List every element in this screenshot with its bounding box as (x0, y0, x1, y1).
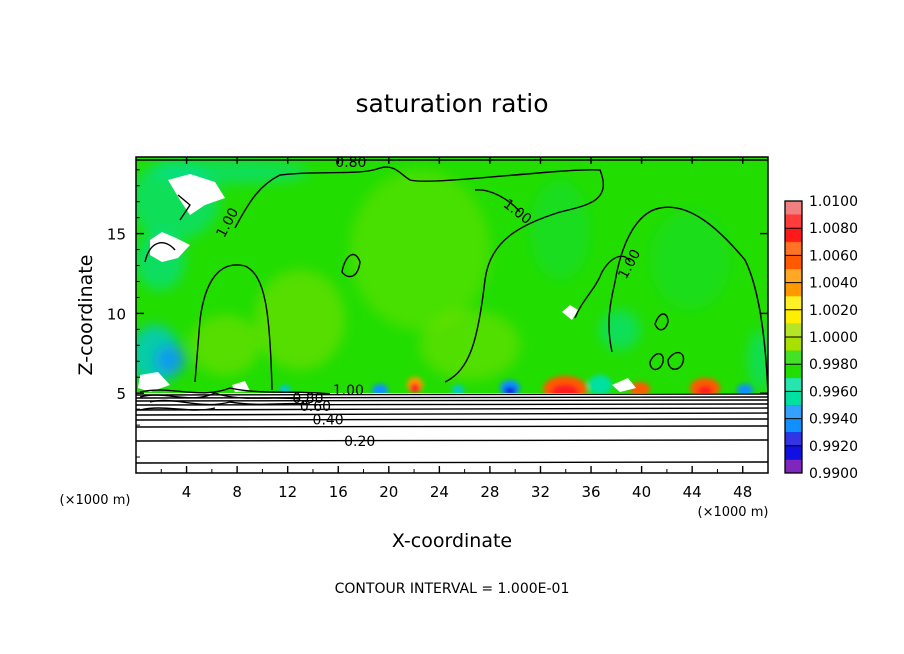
colorbar-swatch (785, 323, 802, 338)
chart-title: saturation ratio (355, 89, 548, 118)
x-tick-label: 44 (683, 483, 702, 501)
colorbar-label: 0.9940 (809, 412, 858, 428)
x-tick-label: 28 (480, 483, 499, 501)
x-axis-label: X-coordinate (392, 530, 512, 552)
y-tick-label: 10 (107, 305, 126, 323)
x-tick-label: 24 (430, 483, 449, 501)
colorbar-swatch (785, 350, 802, 365)
colorbar-swatch (785, 405, 802, 420)
x-tick-label: 40 (632, 483, 651, 501)
colorbar-label: 1.0060 (809, 248, 858, 264)
colorbar-label: 1.0040 (809, 276, 858, 292)
colorbar-swatch (785, 432, 802, 447)
colorbar-swatch (785, 391, 802, 406)
colorbar-swatch (785, 282, 802, 297)
plot-field (136, 157, 768, 473)
y-axis-label: Z-coordinate (75, 255, 97, 376)
colorbar-label: 1.0000 (809, 330, 858, 346)
x-tick-label: 20 (379, 483, 398, 501)
x-tick-label: 32 (531, 483, 550, 501)
colorbar-label: 0.9960 (809, 384, 858, 400)
x-axis-ticks: 4 8 12 16 20 24 28 32 36 40 44 48 (160, 157, 752, 501)
colorbar-swatch (785, 364, 802, 379)
colorbar-label: 0.9900 (809, 466, 858, 482)
y-tick-label: 5 (116, 385, 126, 403)
colorbar-swatch (785, 377, 802, 392)
x-tick-label: 16 (329, 483, 348, 501)
colorbar-swatch (785, 228, 802, 243)
x-unit-left: (×1000 m) (60, 493, 131, 508)
colorbar-swatch (785, 459, 802, 474)
colorbar-swatch (785, 445, 802, 460)
colorbar-swatch (785, 269, 802, 284)
plot-frame (135, 156, 769, 474)
colorbar-swatch (785, 337, 802, 352)
colorbar-label: 1.0080 (809, 221, 858, 237)
colorbar-label: 0.9920 (809, 439, 858, 455)
x-tick-label: 12 (278, 483, 297, 501)
contour-label: 0.20 (344, 434, 375, 450)
contour-interval-note: CONTOUR INTERVAL = 1.000E-01 (335, 581, 570, 597)
colorbar-label: 1.0020 (809, 303, 858, 319)
colorbar: 1.0100 1.0080 1.0060 1.0040 1.0020 1.0000 0.99… (784, 194, 858, 482)
colorbar-swatch (785, 296, 802, 311)
colorbar-swatch (785, 418, 802, 433)
y-tick-label: 15 (107, 226, 126, 244)
colorbar-swatch (785, 201, 802, 216)
x-tick-label: 36 (581, 483, 600, 501)
colorbar-label: 0.9980 (809, 357, 858, 373)
contour-label: 0.80 (335, 155, 366, 171)
y-axis-ticks: 5 10 15 (107, 169, 768, 458)
colorbar-swatch (785, 309, 802, 324)
colorbar-swatch (785, 255, 802, 270)
x-tick-label: 4 (182, 483, 192, 501)
contour-label: 1.00 (333, 383, 364, 399)
contour-label: 0.40 (313, 413, 344, 429)
x-tick-label: 48 (733, 483, 752, 501)
colorbar-label: 1.0100 (809, 194, 858, 210)
contour-label: 0.60 (300, 399, 331, 415)
colorbar-swatch (785, 241, 802, 256)
x-unit-right: (×1000 m) (698, 505, 769, 520)
x-tick-label: 8 (232, 483, 242, 501)
contour-label: 0.80 (292, 391, 323, 407)
colorbar-swatch (785, 214, 802, 229)
